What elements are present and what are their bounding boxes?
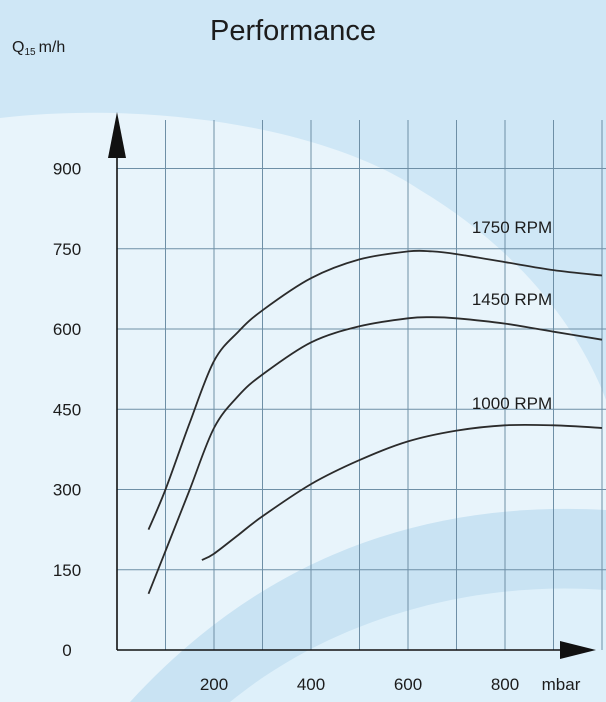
series-line-1000-rpm (201, 423, 603, 561)
x-tick-label-200: 200 (200, 675, 228, 694)
y-axis-label-q: Q (12, 39, 24, 56)
y-axis-label-subscript: 15 (24, 47, 36, 58)
y-axis-label-unit: m/h (39, 39, 66, 56)
axes (108, 112, 596, 659)
x-tick-label-600: 600 (394, 675, 422, 694)
series-group (147, 249, 603, 595)
x-tick-label-800: 800 (491, 675, 519, 694)
y-tick-label-600: 600 (53, 320, 81, 339)
x-axis-label: mbar (542, 675, 581, 694)
grid (117, 120, 606, 650)
x-tick-label-400: 400 (297, 675, 325, 694)
y-axis-label: Q15 m/h (12, 39, 65, 58)
y-tick-label-300: 300 (53, 481, 81, 500)
series-label-1450-rpm: 1450 RPM (472, 290, 552, 309)
background-lower-light-wave (230, 588, 606, 702)
y-tick-label-150: 150 (53, 561, 81, 580)
series-label-1000-rpm: 1000 RPM (472, 394, 552, 413)
series-line-1450-rpm (147, 316, 603, 595)
y-axis-arrow (108, 112, 126, 158)
y-tick-label-450: 450 (53, 400, 81, 419)
y-tick-label-750: 750 (53, 240, 81, 259)
y-tick-label-0: 0 (62, 641, 71, 660)
x-axis-arrow (560, 641, 596, 659)
chart-title: Performance (210, 15, 376, 47)
y-tick-label-900: 900 (53, 160, 81, 179)
tick-labels: 0 150 300 450 600 750 900 200 400 600 800 1750 RPM 1… (53, 160, 552, 695)
series-label-1750-rpm: 1750 RPM (472, 218, 552, 237)
series-line-1750-rpm (147, 249, 603, 530)
